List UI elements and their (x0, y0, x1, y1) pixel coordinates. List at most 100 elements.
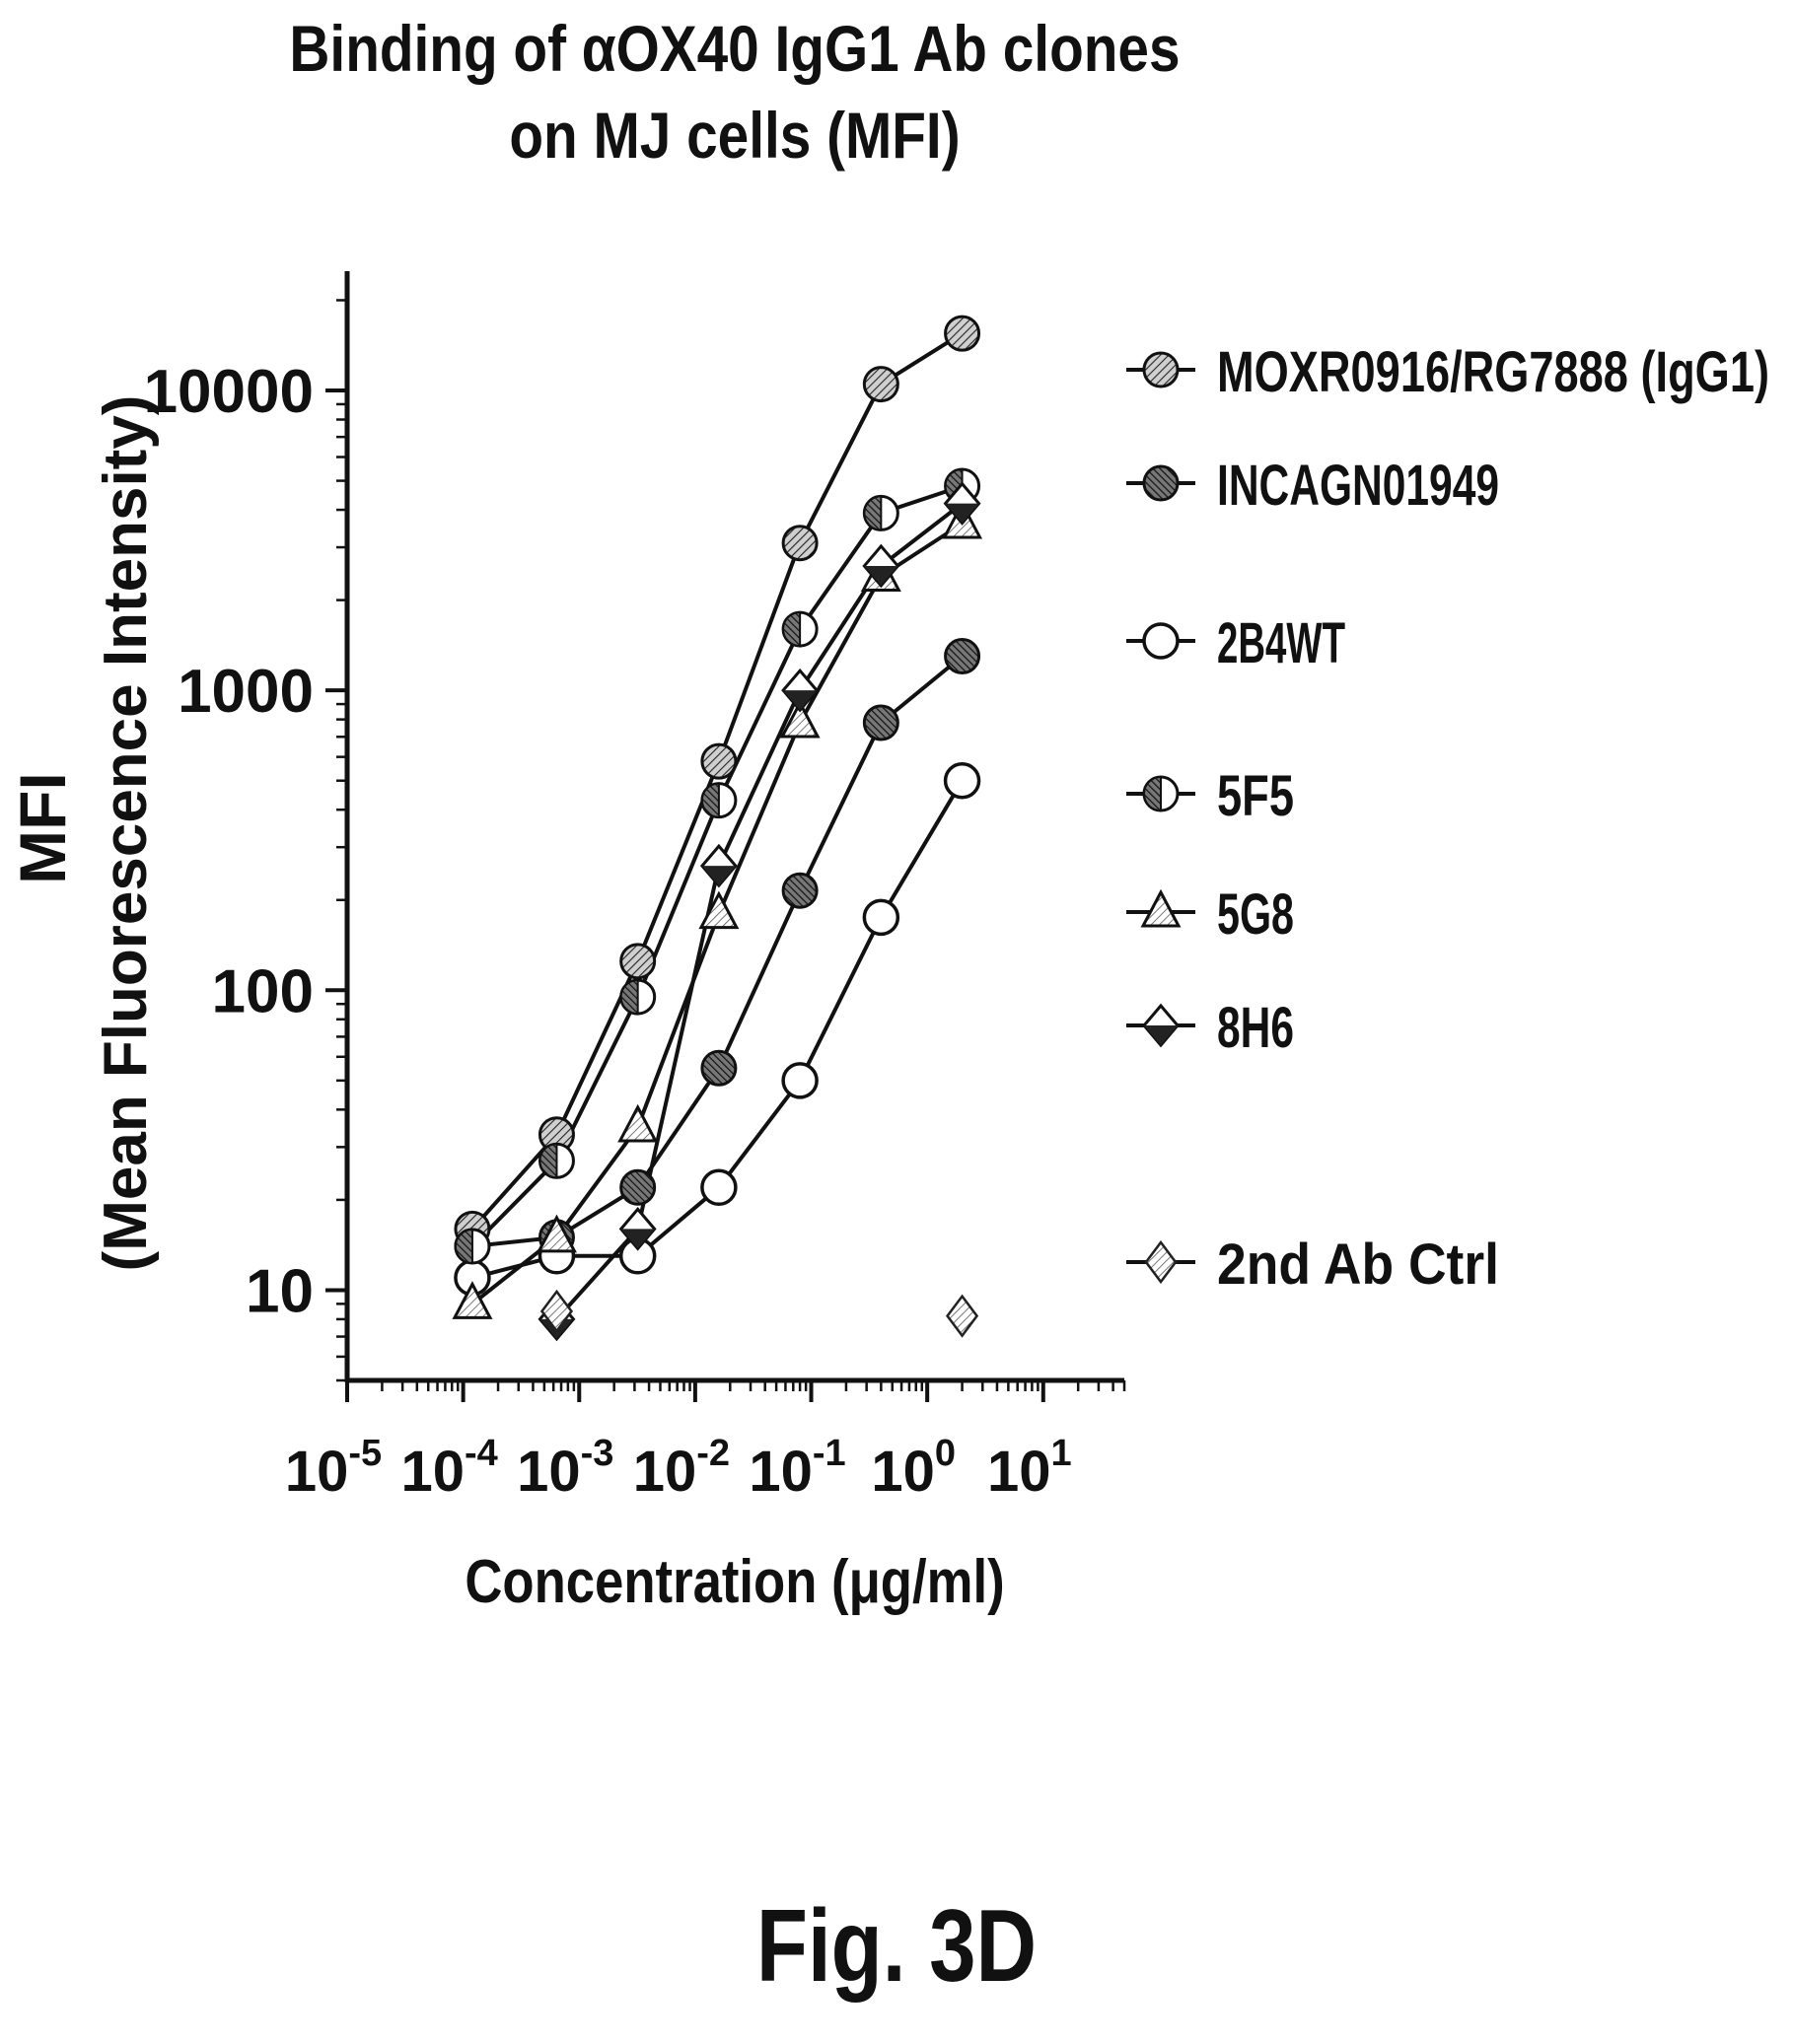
data-point-5f5 (862, 494, 899, 531)
marker-fill (454, 1228, 473, 1265)
data-point-8h6 (862, 543, 900, 589)
data-point-incagn01949 (944, 638, 981, 675)
data-point-5f5 (454, 1228, 491, 1265)
data-point-5g8 (779, 699, 821, 739)
x-tick-label: 10-5 (285, 1433, 382, 1504)
legend-label: INCAGN01949 (1217, 454, 1499, 518)
x-tick-label: 10-4 (400, 1433, 497, 1504)
legend: MOXR0916/RG7888 (IgG1) INCAGN01949 2B4WT 5F… (1126, 340, 1769, 1297)
legend-marker (1144, 1239, 1178, 1285)
y-tick-label: 100 (212, 957, 314, 1025)
legend-marker (1142, 775, 1180, 812)
data-point-8h6 (618, 1207, 657, 1251)
marker-shape (617, 1103, 659, 1143)
legend-label: 2nd Ab Ctrl (1217, 1233, 1499, 1297)
data-point-moxr0916-rg7888-igg1 (700, 742, 738, 780)
legend-label: 5F5 (1217, 764, 1294, 828)
marker-shape (779, 699, 821, 739)
y-tick-label: 1000 (178, 658, 314, 726)
legend-marker (1140, 888, 1182, 928)
legend-item-incagn01949: INCAGN01949 (1126, 454, 1499, 518)
marker-fill (700, 782, 720, 818)
data-point-2nd-ab-ctrl (539, 1289, 574, 1333)
chart-title-line-1: Binding of αOX40 IgG1 Ab clones (289, 13, 1180, 86)
marker-shape (452, 1281, 493, 1319)
legend-item-2b4wt: 2B4WT (1126, 611, 1345, 675)
legend-item-2nd-ab-ctrl: 2nd Ab Ctrl (1126, 1233, 1499, 1297)
data-point-incagn01949 (700, 1049, 738, 1087)
series-line-moxr0916-rg7888-igg1 (470, 331, 964, 1231)
x-tick-label: 10-2 (633, 1433, 730, 1504)
marker-fill (782, 611, 802, 648)
data-point-moxr0916-rg7888-igg1 (781, 525, 819, 562)
data-point-moxr0916-rg7888-igg1 (862, 366, 899, 403)
series-line-8h6 (555, 502, 964, 1321)
marker-fill (864, 565, 898, 586)
marker-shape (1144, 1239, 1178, 1285)
data-point-5f5 (538, 1142, 575, 1179)
data-point-5g8 (698, 890, 740, 930)
legend-item-8h6: 8H6 (1126, 996, 1294, 1060)
marker-fill (620, 1229, 655, 1249)
legend-marker (1142, 622, 1180, 660)
data-point-incagn01949 (862, 704, 899, 741)
data-point-incagn01949 (781, 872, 819, 909)
y-tick-label: 10000 (144, 358, 314, 426)
legend-label: 2B4WT (1217, 611, 1345, 675)
marker-shape (539, 1289, 574, 1333)
x-tick-label: 10-3 (517, 1433, 613, 1504)
marker-fill (538, 1143, 558, 1179)
data-point-2b4wt (700, 1168, 738, 1207)
marker-fill (619, 979, 639, 1016)
data-point-moxr0916-rg7888-igg1 (619, 943, 657, 980)
marker-shape (536, 1214, 577, 1253)
data-point-incagn01949 (619, 1168, 657, 1206)
marker-fill (783, 690, 818, 711)
data-point-2b4wt (943, 761, 981, 800)
legend-marker (1142, 1003, 1180, 1048)
marker-fill (945, 503, 979, 524)
legend-item-moxr0916-rg7888-igg1: MOXR0916/RG7888 (IgG1) (1126, 340, 1769, 404)
marker-fill (1144, 1025, 1178, 1045)
legend-item-5f5: 5F5 (1126, 764, 1294, 828)
series-points (452, 315, 983, 1342)
marker-fill (1143, 775, 1162, 812)
data-point-2nd-ab-ctrl (945, 1294, 979, 1338)
data-point-5g8 (452, 1281, 493, 1319)
y-axis-label-line-1: MFI (6, 772, 79, 884)
x-axis-label: Concentration (μg/ml) (465, 1548, 1004, 1616)
x-tick-label: 10-1 (749, 1433, 845, 1504)
x-tick-label: 100 (871, 1433, 956, 1504)
x-tick-label: 101 (987, 1433, 1072, 1504)
data-point-5g8 (536, 1214, 577, 1253)
data-point-5f5 (700, 782, 738, 819)
legend-marker (1142, 351, 1180, 388)
legend-label: 5G8 (1217, 882, 1294, 947)
data-point-2b4wt (862, 898, 900, 937)
data-point-5g8 (617, 1103, 659, 1143)
data-point-8h6 (699, 843, 738, 888)
marker-shape (945, 1294, 979, 1338)
legend-item-5g8: 5G8 (1126, 882, 1294, 947)
data-point-5f5 (619, 978, 657, 1016)
data-point-8h6 (781, 668, 820, 713)
legend-label: 8H6 (1217, 996, 1294, 1060)
chart-title: Binding of αOX40 IgG1 Ab clones on MJ ce… (289, 13, 1180, 173)
y-axis-label-line-2: (Mean Fluorescence Intensity) (92, 395, 160, 1272)
marker-fill (701, 866, 736, 886)
y-axis-label: MFI (Mean Fluorescence Intensity) (6, 395, 160, 1272)
data-point-moxr0916-rg7888-igg1 (944, 315, 981, 352)
chart-title-line-2: on MJ cells (MFI) (509, 100, 960, 173)
y-tick-label: 10 (246, 1257, 314, 1325)
data-point-8h6 (943, 481, 981, 526)
axes: 10 100 1000 10000 10-5 10-4 10-3 10-2 10-1 100 101 (144, 271, 1126, 1504)
figure-label: Fig. 3D (755, 1889, 1038, 2004)
marker-fill (863, 495, 883, 531)
marker-shape (698, 890, 740, 930)
legend-label: MOXR0916/RG7888 (IgG1) (1217, 340, 1769, 404)
legend-marker (1142, 464, 1180, 502)
data-point-2b4wt (781, 1062, 819, 1099)
marker-shape (1140, 888, 1182, 928)
data-point-5f5 (781, 610, 819, 648)
